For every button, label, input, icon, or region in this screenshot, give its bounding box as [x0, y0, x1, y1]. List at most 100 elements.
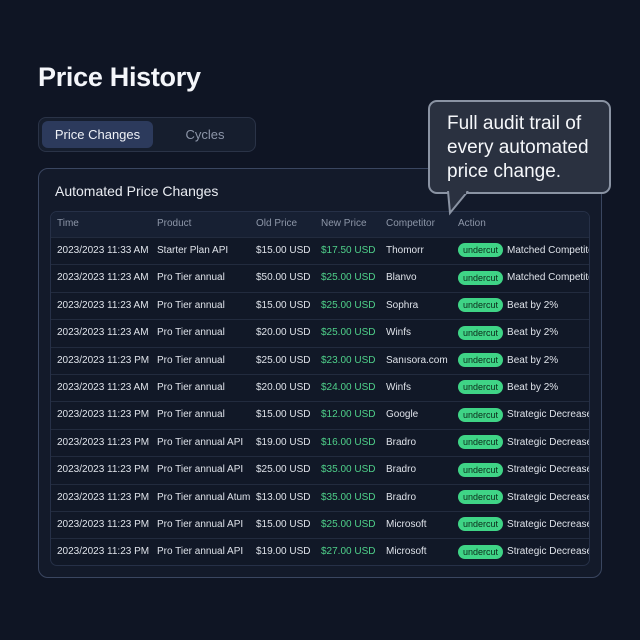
column-header-competitor[interactable]: Competitor [386, 218, 435, 229]
table-row[interactable]: 2023/2023 11:23 AM Pro Tier annual $15.00 … [51, 291, 589, 319]
page-title: Price History [38, 62, 201, 92]
cell-competitor: Sanısora.com [386, 354, 448, 366]
cell-new-price: $16.00 USD [321, 436, 376, 448]
undercut-badge: undercut [458, 270, 504, 285]
cell-competitor: Sophra [386, 299, 419, 311]
cell-action: undercut Strategic Decrease [458, 539, 590, 565]
table-row[interactable]: 2023/2023 11:33 AM Starter Plan API $15.00… [51, 237, 590, 264]
cell-time: 2023/2023 11:23 AM [57, 382, 149, 393]
cell-new-price: $23.00 USD [321, 354, 376, 366]
undercut-badge: undercut [458, 352, 504, 367]
cell-product: Pro Tier annual [157, 327, 225, 339]
tab-cycles[interactable]: Cycles [185, 127, 225, 142]
cell-new-price: $27.00 USD [321, 546, 376, 558]
cell-action: undercut Beat by 2% [458, 375, 558, 401]
cell-new-price: $25.00 USD [321, 327, 376, 339]
cell-action: undercut Strategic Decrease [458, 485, 590, 511]
tab-price-changes[interactable]: Price Changes [42, 121, 153, 148]
table-row[interactable]: 2023/2023 11:23 PM Pro Tier annual $25.00 … [51, 346, 589, 374]
action-label: Strategic Decrease [507, 409, 590, 421]
column-header-product[interactable]: Product [157, 218, 192, 229]
column-header-action[interactable]: Action [458, 218, 486, 229]
cell-product: Pro Tier annual API [157, 464, 244, 476]
cell-old-price: $15.00 USD [256, 299, 311, 311]
cell-competitor: Bradro [386, 491, 417, 503]
table-row[interactable]: 2023/2023 11:23 PM Pro Tier annual API $25… [51, 456, 590, 483]
cell-old-price: $20.00 USD [256, 382, 311, 393]
cell-competitor: Bradro [386, 464, 417, 476]
action-label: Strategic Decrease [507, 436, 590, 448]
undercut-badge: undercut [458, 435, 504, 450]
column-header-new-price[interactable]: New Price [321, 218, 367, 229]
undercut-badge: undercut [458, 462, 504, 477]
cell-product: Pro Tier annual [157, 299, 225, 311]
cell-time: 2023/2023 11:23 PM [57, 409, 150, 421]
cell-competitor: Blanvo [386, 272, 417, 284]
undercut-badge: undercut [458, 243, 504, 258]
price-changes-card: Automated Price Changes Time Product Old… [38, 168, 602, 578]
cell-new-price: $25.00 USD [321, 299, 376, 311]
cell-old-price: $19.00 USD [256, 546, 311, 558]
cell-old-price: $50.00 USD [256, 272, 311, 284]
undercut-badge: undercut [458, 380, 504, 395]
undercut-badge: undercut [458, 325, 504, 340]
cell-product: Pro Tier annual [157, 382, 225, 393]
action-label: Matched Competitor [507, 245, 590, 256]
cell-action: undercut Beat by 2% [458, 293, 558, 319]
cell-time: 2023/2023 11:23 PM [57, 519, 150, 530]
cell-product: Pro Tier annual [157, 272, 225, 284]
action-label: Beat by 2% [507, 382, 559, 393]
cell-action: undercut Strategic Decrease [458, 457, 590, 483]
action-label: Beat by 2% [507, 327, 559, 339]
cell-new-price: $35.00 USD [321, 464, 376, 476]
cell-time: 2023/2023 11:23 PM [57, 354, 150, 366]
table-row[interactable]: 2023/2023 11:23 AM Pro Tier annual $20.00 … [51, 319, 589, 346]
action-label: Strategic Decrease [507, 519, 590, 530]
undercut-badge: undercut [458, 517, 504, 532]
cell-time: 2023/2023 11:23 PM [57, 436, 150, 448]
table-row[interactable]: 2023/2023 11:23 PM Pro Tier annual API $19… [51, 538, 590, 565]
cell-action: undercut Strategic Decrease [458, 402, 590, 428]
action-label: Strategic Decrease [507, 464, 590, 476]
cell-competitor: Microsoft [386, 519, 427, 530]
column-header-time[interactable]: Time [57, 218, 79, 229]
cell-old-price: $13.00 USD [256, 491, 311, 503]
table-row[interactable]: 2023/2023 11:23 PM Pro Tier annual Atum $1… [51, 483, 590, 511]
price-changes-table: Time Product Old Price New Price Competi… [50, 211, 590, 566]
cell-product: Pro Tier annual [157, 354, 225, 366]
card-title: Automated Price Changes [55, 183, 219, 199]
cell-time: 2023/2023 11:23 PM [57, 546, 150, 558]
cell-action: undercut Strategic Decrease [458, 430, 590, 456]
action-label: Beat by 2% [507, 354, 559, 366]
cell-new-price: $24.00 USD [321, 382, 376, 393]
callout-tail [447, 191, 469, 216]
cell-action: undercut Strategic Decrease [458, 512, 590, 538]
cell-product: Pro Tier annual API [157, 519, 244, 530]
cell-competitor: Thomorr [386, 245, 424, 256]
table-row[interactable]: 2023/2023 11:23 AM Pro Tier annual $50.00 … [51, 264, 589, 291]
table-header: Time Product Old Price New Price Competi… [51, 212, 589, 237]
undercut-badge: undercut [458, 544, 504, 559]
cell-time: 2023/2023 11:23 AM [57, 327, 149, 339]
cell-action: undercut Matched Competitor [458, 265, 589, 291]
action-label: Strategic Decrease [507, 491, 590, 503]
undercut-badge: undercut [458, 489, 504, 504]
table-row[interactable]: 2023/2023 11:23 PM Pro Tier annual API $19… [51, 428, 590, 456]
cell-old-price: $25.00 USD [256, 464, 311, 476]
action-label: Strategic Decrease [507, 546, 590, 558]
cell-time: 2023/2023 11:23 AM [57, 272, 149, 284]
cell-product: Pro Tier annual [157, 409, 225, 421]
column-header-old-price[interactable]: Old Price [256, 218, 298, 229]
table-row[interactable]: 2023/2023 11:23 PM Pro Tier annual API $15… [51, 511, 590, 538]
cell-new-price: $17.50 USD [321, 245, 376, 256]
cell-product: Pro Tier annual API [157, 436, 244, 448]
callout-tooltip: Full audit trail of every automated pric… [428, 100, 611, 194]
cell-action: undercut Beat by 2% [458, 320, 558, 346]
cell-time: 2023/2023 11:23 AM [57, 299, 149, 311]
table-row[interactable]: 2023/2023 11:23 AM Pro Tier annual $20.00 … [51, 374, 589, 401]
cell-old-price: $15.00 USD [256, 519, 311, 530]
table-row[interactable]: 2023/2023 11:23 PM Pro Tier annual $15.00 … [51, 401, 590, 428]
cell-time: 2023/2023 11:23 PM [57, 491, 150, 503]
cell-action: undercut Matched Competitor [458, 238, 590, 264]
undercut-badge: undercut [458, 407, 504, 422]
